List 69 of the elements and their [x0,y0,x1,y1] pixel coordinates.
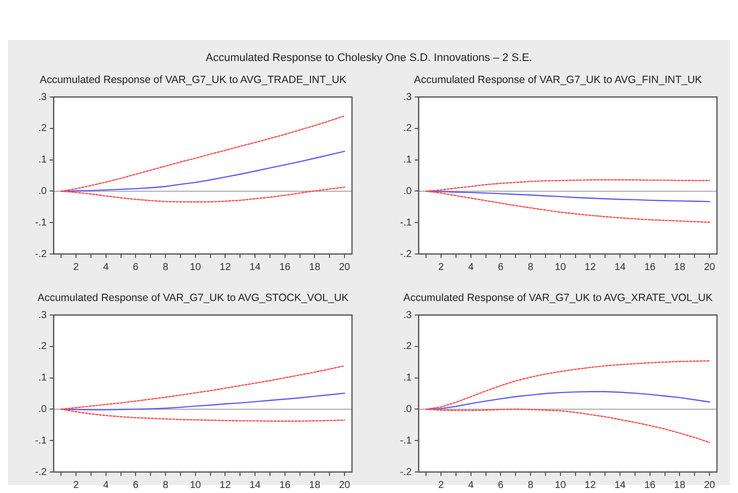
x-tick-label: 4 [103,262,110,273]
x-tick-label: 20 [704,480,716,491]
text: Accumulated Response to Cholesky One S.D. Innovations – 2 S.E. [204,52,534,64]
x-tick-label: 6 [498,480,504,491]
x-tick-label: 10 [554,480,566,491]
y-tick-label: .2 [38,123,48,134]
x-tick-label: 16 [644,262,656,273]
y-tick-label: -.2 [400,248,412,260]
x-tick-label: 12 [220,480,232,491]
y-tick-label: .0 [38,404,48,415]
y-tick-label: .0 [403,186,412,197]
chart-title: Accumulated Response of VAR_G7_UK to AVG_TRADE_INT_UK [38,73,348,88]
x-tick-label: 20 [338,480,351,491]
y-tick-label: .2 [403,341,412,352]
x-tick-label: 6 [498,262,504,273]
chart-title: Accumulated Response of VAR_G7_UK to AVG_STOCK_VOL_UK [36,291,350,306]
x-tick-label: 6 [132,480,139,491]
y-tick-label: .1 [38,372,48,384]
x-tick-label: 14 [614,262,626,273]
x-tick-label: 14 [249,480,262,491]
chart-title: Accumulated Response of VAR_G7_UK to AVG_XRATE_VOL_UK [402,291,714,306]
x-tick-label: 2 [438,262,444,273]
x-tick-label: 14 [614,480,626,491]
y-tick-label: .0 [403,404,412,415]
y-tick-label: .2 [403,123,412,134]
x-tick-label: 10 [190,262,202,273]
y-tick-label: .1 [403,372,412,384]
y-tick-label: .3 [38,92,48,103]
x-tick-label: 16 [279,262,291,273]
x-tick-label: 12 [584,480,596,491]
x-tick-label: 12 [220,262,232,273]
y-tick-label: -.2 [400,466,412,478]
x-tick-label: 10 [190,480,202,491]
y-tick-label: -.2 [35,248,48,260]
x-tick-label: 4 [468,262,474,273]
y-tick-label: -.2 [35,466,48,478]
x-tick-label: 8 [162,480,169,491]
x-tick-label: 16 [279,480,291,491]
x-tick-label: 18 [674,262,686,273]
x-tick-label: 18 [309,262,321,273]
x-tick-label: 8 [162,262,169,273]
y-tick-label: .3 [403,310,412,321]
y-tick-label: -.1 [400,217,412,228]
y-tick-label: -.1 [400,435,412,446]
y-tick-label: .2 [38,341,48,352]
x-tick-label: 4 [468,480,474,491]
x-tick-label: 20 [704,262,716,273]
x-tick-label: 18 [309,480,321,491]
x-tick-label: 12 [584,262,596,273]
y-tick-label: -.1 [35,435,48,446]
x-tick-label: 2 [73,480,80,491]
chart-title: Accumulated Response of VAR_G7_UK to AVG_FIN_INT_UK [413,73,703,88]
y-tick-label: .3 [38,310,48,321]
x-tick-label: 2 [73,262,80,273]
y-tick-label: -.1 [35,217,48,228]
x-tick-label: 4 [103,480,110,491]
x-tick-label: 6 [132,262,139,273]
x-tick-label: 16 [644,480,656,491]
x-tick-label: 14 [249,262,262,273]
x-tick-label: 2 [438,480,444,491]
x-tick-label: 10 [554,262,566,273]
y-tick-label: .1 [403,154,412,166]
y-tick-label: .1 [38,154,48,166]
x-tick-label: 18 [674,480,686,491]
y-tick-label: .3 [403,92,412,103]
y-tick-label: .0 [38,186,48,197]
x-tick-label: 8 [528,262,534,273]
x-tick-label: 8 [528,480,534,491]
x-tick-label: 20 [338,262,351,273]
